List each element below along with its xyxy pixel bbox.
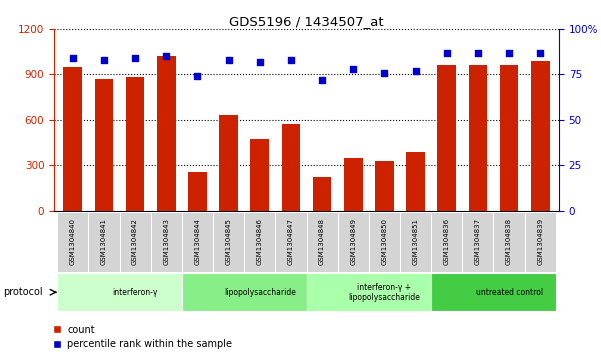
Bar [462, 212, 493, 272]
Bar [57, 212, 88, 272]
Point [193, 73, 203, 79]
Bar [275, 212, 307, 272]
Point [380, 70, 389, 76]
Text: GSM1304839: GSM1304839 [537, 218, 543, 265]
Bar [126, 77, 144, 211]
Bar [188, 172, 207, 211]
Bar [213, 212, 244, 272]
Legend: count, percentile rank within the sample: count, percentile rank within the sample [47, 321, 236, 353]
Bar [406, 152, 425, 211]
Text: interferon-γ: interferon-γ [112, 288, 158, 297]
Bar [64, 67, 82, 211]
Bar [431, 273, 556, 311]
Text: GSM1304848: GSM1304848 [319, 218, 325, 265]
Bar [438, 65, 456, 211]
Text: GSM1304837: GSM1304837 [475, 218, 481, 265]
Text: protocol: protocol [3, 287, 43, 297]
Point [410, 68, 420, 74]
Bar [431, 212, 462, 272]
Bar [493, 212, 525, 272]
Bar [525, 212, 556, 272]
Bar [313, 177, 331, 211]
Bar [251, 139, 269, 211]
Bar [338, 212, 369, 272]
Bar [182, 273, 307, 311]
Bar [244, 212, 275, 272]
Text: GSM1304847: GSM1304847 [288, 218, 294, 265]
Text: interferon-γ +
lipopolysaccharide: interferon-γ + lipopolysaccharide [349, 282, 420, 302]
Bar [219, 115, 238, 211]
Bar [151, 212, 182, 272]
Text: GSM1304844: GSM1304844 [195, 218, 201, 265]
Bar [307, 273, 431, 311]
Text: GSM1304840: GSM1304840 [70, 218, 76, 265]
Title: GDS5196 / 1434507_at: GDS5196 / 1434507_at [229, 15, 384, 28]
Text: GSM1304836: GSM1304836 [444, 218, 450, 265]
Point [317, 77, 327, 83]
Bar [499, 65, 519, 211]
Point [442, 50, 451, 56]
Bar [120, 212, 151, 272]
Bar [469, 65, 487, 211]
Point [130, 55, 140, 61]
Bar [157, 56, 175, 211]
Bar [344, 158, 362, 211]
Text: GSM1304851: GSM1304851 [412, 218, 418, 265]
Point [162, 53, 171, 59]
Bar [531, 61, 549, 211]
Bar [94, 79, 114, 211]
Point [99, 57, 109, 63]
Point [535, 50, 545, 56]
Bar [375, 160, 394, 211]
Bar [182, 212, 213, 272]
Text: GSM1304838: GSM1304838 [506, 218, 512, 265]
Text: GSM1304845: GSM1304845 [225, 218, 231, 265]
Bar [369, 212, 400, 272]
Text: GSM1304846: GSM1304846 [257, 218, 263, 265]
Text: GSM1304841: GSM1304841 [101, 218, 107, 265]
Point [349, 66, 358, 72]
Point [473, 50, 483, 56]
Point [286, 57, 296, 63]
Bar [400, 212, 431, 272]
Text: lipopolysaccharide: lipopolysaccharide [224, 288, 296, 297]
Text: GSM1304850: GSM1304850 [382, 218, 388, 265]
Point [504, 50, 514, 56]
Bar [57, 273, 182, 311]
Point [255, 59, 264, 65]
Text: GSM1304842: GSM1304842 [132, 218, 138, 265]
Text: GSM1304849: GSM1304849 [350, 218, 356, 265]
Point [224, 57, 233, 63]
Point [68, 55, 78, 61]
Text: untreated control: untreated control [475, 288, 543, 297]
Bar [282, 124, 300, 211]
Bar [88, 212, 120, 272]
Text: GSM1304843: GSM1304843 [163, 218, 169, 265]
Bar [307, 212, 338, 272]
